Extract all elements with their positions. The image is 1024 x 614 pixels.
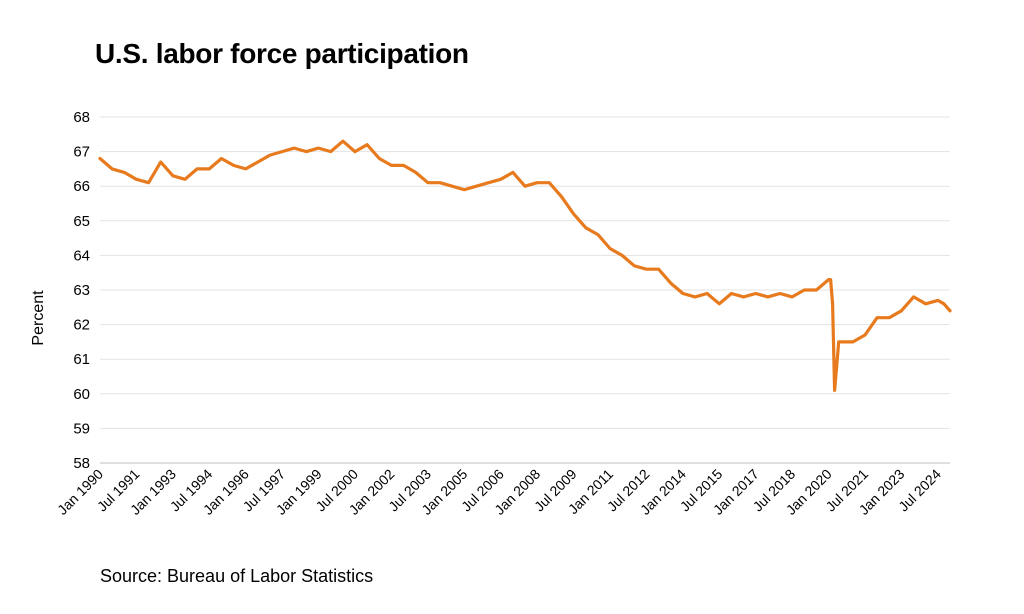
y-tick-label: 60 <box>73 386 90 403</box>
chart-title: U.S. labor force participation <box>95 38 469 69</box>
gridlines <box>100 116 950 429</box>
y-tick-label: 65 <box>73 213 90 230</box>
y-tick-label: 67 <box>73 144 90 161</box>
y-tick-label: 63 <box>73 282 90 299</box>
y-tick-label: 64 <box>73 247 90 264</box>
source-note: Source: Bureau of Labor Statistics <box>100 566 374 586</box>
y-axis-ticks: 58 59 60 61 62 63 64 65 66 67 68 <box>73 109 90 472</box>
y-tick-label: 58 <box>73 455 90 472</box>
y-tick-label: 61 <box>73 351 90 368</box>
y-tick-label: 62 <box>73 317 90 334</box>
y-axis-label: Percent <box>30 290 47 346</box>
y-tick-label: 68 <box>73 109 90 126</box>
y-tick-label: 66 <box>73 178 90 195</box>
y-tick-label: 59 <box>73 420 90 437</box>
x-tick-label: Jan 1990 <box>54 466 106 518</box>
series-line <box>98 139 952 392</box>
